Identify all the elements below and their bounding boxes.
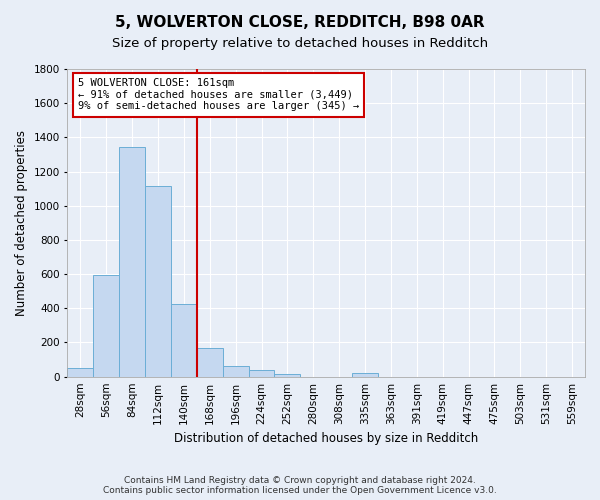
Bar	[352, 374, 378, 376]
Bar	[197, 348, 223, 376]
X-axis label: Distribution of detached houses by size in Redditch: Distribution of detached houses by size …	[174, 432, 478, 445]
Bar	[274, 374, 301, 376]
Text: 5, WOLVERTON CLOSE, REDDITCH, B98 0AR: 5, WOLVERTON CLOSE, REDDITCH, B98 0AR	[115, 15, 485, 30]
Bar	[223, 366, 248, 376]
Bar	[171, 304, 197, 376]
Text: Size of property relative to detached houses in Redditch: Size of property relative to detached ho…	[112, 38, 488, 51]
Text: Contains HM Land Registry data © Crown copyright and database right 2024.
Contai: Contains HM Land Registry data © Crown c…	[103, 476, 497, 495]
Text: 5 WOLVERTON CLOSE: 161sqm
← 91% of detached houses are smaller (3,449)
9% of sem: 5 WOLVERTON CLOSE: 161sqm ← 91% of detac…	[78, 78, 359, 112]
Bar	[67, 368, 94, 376]
Bar	[248, 370, 274, 376]
Bar	[94, 275, 119, 376]
Bar	[119, 147, 145, 376]
Bar	[145, 186, 171, 376]
Y-axis label: Number of detached properties: Number of detached properties	[15, 130, 28, 316]
